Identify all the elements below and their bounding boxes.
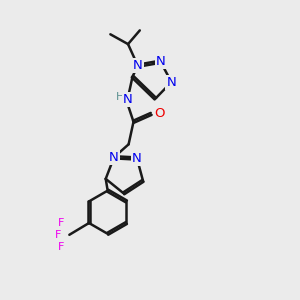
Text: N: N [167, 76, 176, 88]
Text: H: H [116, 92, 124, 102]
Text: N: N [156, 55, 165, 68]
Text: F: F [54, 230, 61, 240]
Text: O: O [154, 107, 164, 120]
Text: N: N [123, 93, 133, 106]
Text: N: N [109, 151, 119, 164]
Text: F: F [58, 242, 65, 252]
Text: F: F [58, 218, 65, 228]
Text: N: N [133, 59, 143, 72]
Text: N: N [132, 152, 142, 165]
